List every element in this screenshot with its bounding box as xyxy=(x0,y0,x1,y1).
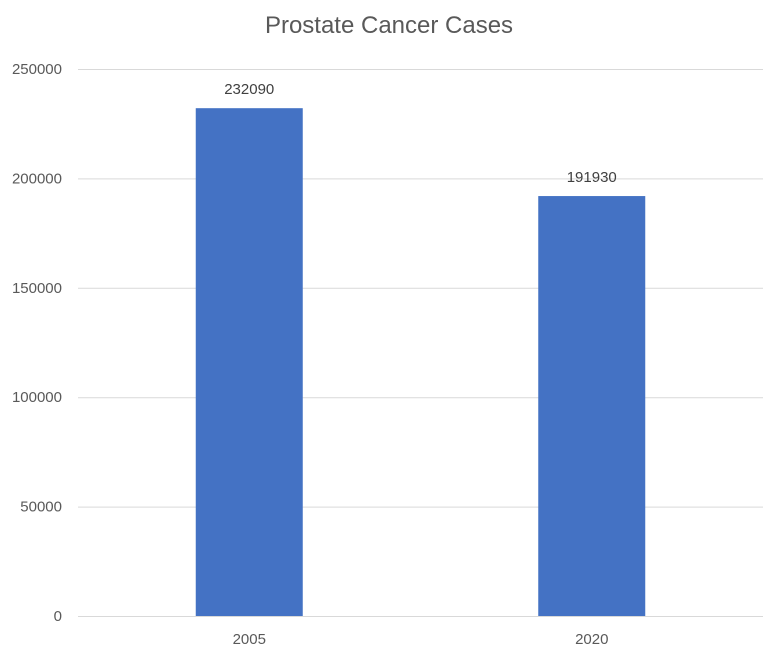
y-tick-label: 200000 xyxy=(12,170,62,187)
x-tick-label: 2020 xyxy=(575,631,608,648)
y-axis-tick-labels: 0 50000 100000 150000 200000 250000 xyxy=(12,61,62,625)
chart-title: Prostate Cancer Cases xyxy=(264,12,514,39)
y-tick-label: 250000 xyxy=(12,61,62,78)
bar-2005 xyxy=(195,108,303,617)
data-labels: 232090 191930 xyxy=(224,81,617,186)
data-label-2020: 191930 xyxy=(567,169,617,186)
data-label-2005: 232090 xyxy=(224,81,274,98)
x-tick-label: 2005 xyxy=(233,631,266,648)
x-axis-tick-labels: 2005 2020 xyxy=(233,631,609,648)
bars xyxy=(195,108,646,617)
gridlines xyxy=(78,69,763,617)
y-tick-label: 150000 xyxy=(12,280,62,297)
y-tick-label: 0 xyxy=(54,608,62,625)
y-tick-label: 50000 xyxy=(20,499,62,516)
y-tick-label: 100000 xyxy=(12,389,62,406)
bar-2020 xyxy=(538,196,646,616)
